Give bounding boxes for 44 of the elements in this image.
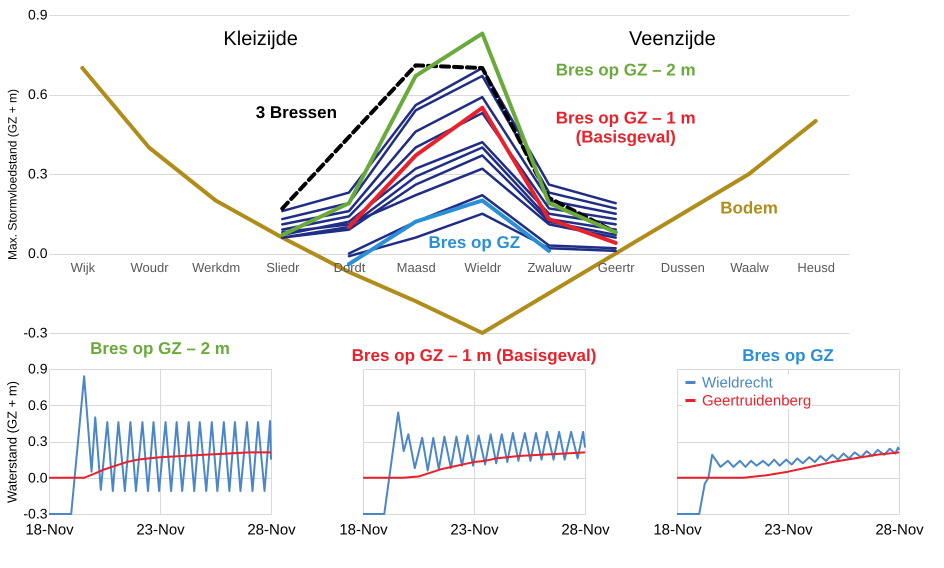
y-tick-label: 0.9 (28, 6, 48, 22)
x-tick-label: Woudr (130, 260, 170, 275)
x-tick-label: Werkdm (192, 260, 240, 275)
x-tick-label: Maasd (396, 260, 436, 275)
annotation: Kleizijde (223, 28, 298, 50)
x-tick-label: Heusd (797, 260, 835, 275)
x-tick-label: 18-Nov (653, 522, 702, 538)
series-label: Bres op GZ (428, 232, 520, 252)
x-tick-label: Zwaluw (527, 260, 572, 275)
x-tick-label: 23-Nov (136, 522, 186, 538)
y-axis-title: Waterstand (GZ + m) (4, 381, 20, 503)
text: Bres op GZ – 1 m (Basisgeval) (556, 108, 696, 146)
x-tick-label: 28-Nov (561, 522, 610, 538)
x-tick-label: Wijk (70, 260, 96, 275)
x-tick-label: Waalw (730, 260, 770, 275)
x-tick-label: Dussen (660, 260, 705, 275)
x-tick-label: 18-Nov (339, 522, 388, 538)
y-tick-label: 0.6 (28, 396, 48, 413)
x-tick-label: 18-Nov (25, 522, 74, 538)
chart-title: Bres op GZ – 1 m (Basisgeval) (352, 346, 596, 365)
y-tick-label: 0.9 (28, 360, 48, 376)
x-tick-label: 23-Nov (764, 522, 814, 538)
series-label: Bodem (720, 198, 778, 218)
y-axis-title: Max. Stormvloedstand (GZ + m) (5, 88, 20, 260)
x-tick-label: 28-Nov (875, 522, 924, 538)
y-tick-label: 0.0 (28, 469, 48, 486)
chart-title: Bres op GZ – 2 m (90, 339, 230, 358)
x-tick-label: Geertr (598, 260, 636, 275)
y-tick-label: 0.0 (28, 245, 48, 261)
y-tick-label: 0.3 (28, 166, 48, 182)
y-tick-label: 0.6 (28, 86, 48, 102)
x-tick-label: 23-Nov (450, 522, 500, 538)
annotation: Veenzijde (628, 28, 716, 50)
x-tick-label: Sliedr (266, 260, 300, 275)
legend-label: Wieldrecht (702, 374, 774, 392)
x-tick-label: 28-Nov (247, 522, 296, 538)
y-tick-label: 0.3 (28, 433, 48, 449)
x-tick-label: Wieldr (464, 260, 502, 275)
text: Bres op GZ – 2 m (556, 60, 696, 80)
legend-label: Geertruidenberg (702, 392, 812, 410)
series-label: 3 Bressen (256, 103, 337, 122)
chart-title: Bres op GZ (742, 346, 834, 365)
y-tick-label: -0.3 (23, 324, 48, 340)
y-tick-label: -0.3 (23, 506, 48, 522)
